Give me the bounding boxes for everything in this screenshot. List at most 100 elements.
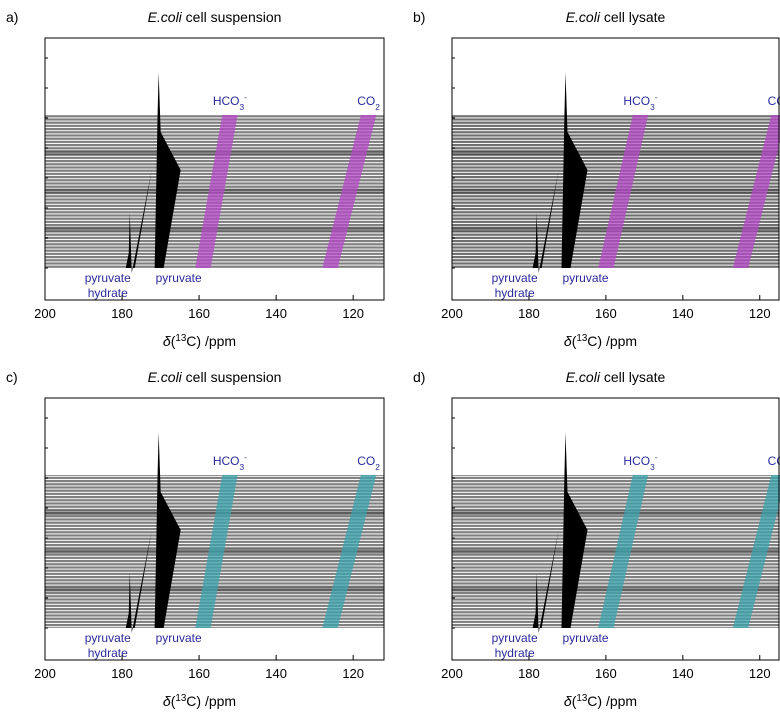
text-segment: 13 bbox=[576, 333, 587, 344]
x-tick-label: 160 bbox=[595, 306, 617, 321]
text-segment: C) /ppm bbox=[186, 333, 236, 349]
panel-title: E.coli cell lysate bbox=[566, 9, 666, 25]
text-segment: ( bbox=[572, 693, 577, 709]
highlight-band bbox=[732, 115, 780, 268]
x-tick-label: 140 bbox=[265, 666, 287, 681]
peak-label: pyruvate bbox=[85, 271, 131, 285]
panel: d)E.coli cell lysateHCO3-CO2pyruvatehydr… bbox=[413, 369, 780, 709]
text-segment: HCO bbox=[623, 454, 650, 468]
highlight-band bbox=[732, 475, 780, 628]
text-segment: C) /ppm bbox=[186, 693, 236, 709]
text-segment: E.coli bbox=[148, 369, 183, 385]
text-segment: 2 bbox=[375, 462, 380, 472]
highlight-band bbox=[322, 475, 377, 628]
x-tick-label: 180 bbox=[111, 306, 133, 321]
text-segment: ( bbox=[171, 693, 176, 709]
peak-label: pyruvate bbox=[492, 631, 538, 645]
text-segment: cell lysate bbox=[600, 9, 666, 25]
highlight-band bbox=[598, 115, 649, 268]
text-segment: - bbox=[244, 452, 247, 462]
band-label: CO2 bbox=[768, 454, 780, 472]
text-segment: CO bbox=[357, 454, 375, 468]
peak bbox=[154, 432, 181, 628]
text-segment: E.coli bbox=[148, 9, 183, 25]
text-segment: cell lysate bbox=[600, 369, 666, 385]
text-segment: δ bbox=[564, 693, 572, 709]
x-tick-label: 120 bbox=[749, 306, 771, 321]
text-segment: E.coli bbox=[566, 9, 601, 25]
x-tick-label: 200 bbox=[34, 306, 56, 321]
peak-label: pyruvate bbox=[156, 271, 202, 285]
peak-label: hydrate bbox=[88, 646, 128, 660]
plot-frame bbox=[44, 397, 385, 661]
text-segment: HCO bbox=[623, 94, 650, 108]
peak bbox=[561, 432, 588, 628]
band-label: CO2 bbox=[768, 94, 780, 112]
band-label: HCO3- bbox=[213, 452, 247, 472]
x-tick-label: 180 bbox=[111, 666, 133, 681]
text-segment: δ bbox=[163, 693, 171, 709]
x-tick-label: 200 bbox=[441, 666, 463, 681]
plot-frame bbox=[44, 37, 385, 301]
panel-title: E.coli cell lysate bbox=[566, 369, 666, 385]
peak bbox=[561, 72, 588, 268]
text-segment: δ bbox=[163, 333, 171, 349]
text-segment: cell suspension bbox=[182, 369, 282, 385]
noise-row bbox=[452, 188, 779, 194]
text-segment: ( bbox=[572, 333, 577, 349]
highlight-band bbox=[598, 475, 649, 628]
peak-label: pyruvate bbox=[156, 631, 202, 645]
text-segment: C) /ppm bbox=[587, 693, 637, 709]
x-axis-label: δ(13C) /ppm bbox=[564, 333, 637, 350]
text-segment: CO bbox=[768, 94, 780, 108]
text-segment: 2 bbox=[375, 102, 380, 112]
x-tick-label: 120 bbox=[342, 666, 364, 681]
peak-label: hydrate bbox=[495, 646, 535, 660]
x-tick-label: 160 bbox=[595, 666, 617, 681]
text-segment: HCO bbox=[213, 94, 240, 108]
text-segment: 13 bbox=[175, 693, 186, 704]
x-tick-label: 140 bbox=[672, 666, 694, 681]
panel-title: E.coli cell suspension bbox=[148, 369, 282, 385]
panel: b)E.coli cell lysateHCO3-CO2pyruvatehydr… bbox=[413, 9, 780, 349]
x-tick-label: 140 bbox=[672, 306, 694, 321]
x-tick-label: 120 bbox=[749, 666, 771, 681]
peak-label: pyruvate bbox=[562, 271, 608, 285]
band-label: HCO3- bbox=[623, 92, 657, 112]
highlight-band bbox=[322, 115, 377, 268]
band-label: HCO3- bbox=[623, 452, 657, 472]
highlight-band bbox=[195, 115, 238, 268]
panel-title: E.coli cell suspension bbox=[148, 9, 282, 25]
band-label: HCO3- bbox=[213, 92, 247, 112]
text-segment: E.coli bbox=[566, 369, 601, 385]
peak-label: pyruvate bbox=[85, 631, 131, 645]
noise-row bbox=[452, 150, 779, 156]
x-axis-label: δ(13C) /ppm bbox=[163, 693, 236, 710]
highlight-band bbox=[195, 475, 238, 628]
x-tick-label: 160 bbox=[188, 666, 210, 681]
panel-label: c) bbox=[6, 369, 18, 385]
x-axis-label: δ(13C) /ppm bbox=[564, 693, 637, 710]
text-segment: cell suspension bbox=[182, 9, 282, 25]
text-segment: C) /ppm bbox=[587, 333, 637, 349]
x-tick-label: 160 bbox=[188, 306, 210, 321]
x-tick-label: 200 bbox=[441, 306, 463, 321]
text-segment: 3 bbox=[240, 462, 245, 472]
noise-row bbox=[45, 510, 384, 516]
text-segment: CO bbox=[357, 94, 375, 108]
panel: c) E.coli cell suspension HCO3- CO2 pyruvate… bbox=[6, 369, 385, 710]
text-segment: 3 bbox=[650, 462, 655, 472]
text-segment: CO bbox=[768, 454, 780, 468]
x-tick-label: 180 bbox=[518, 306, 540, 321]
text-segment: HCO bbox=[213, 454, 240, 468]
peak bbox=[532, 170, 559, 273]
band-label: CO2 bbox=[357, 454, 380, 472]
noise-row bbox=[45, 150, 384, 156]
text-segment: 3 bbox=[650, 102, 655, 112]
text-segment: - bbox=[655, 92, 658, 102]
text-segment: - bbox=[244, 92, 247, 102]
text-segment: 3 bbox=[240, 102, 245, 112]
x-tick-label: 200 bbox=[34, 666, 56, 681]
